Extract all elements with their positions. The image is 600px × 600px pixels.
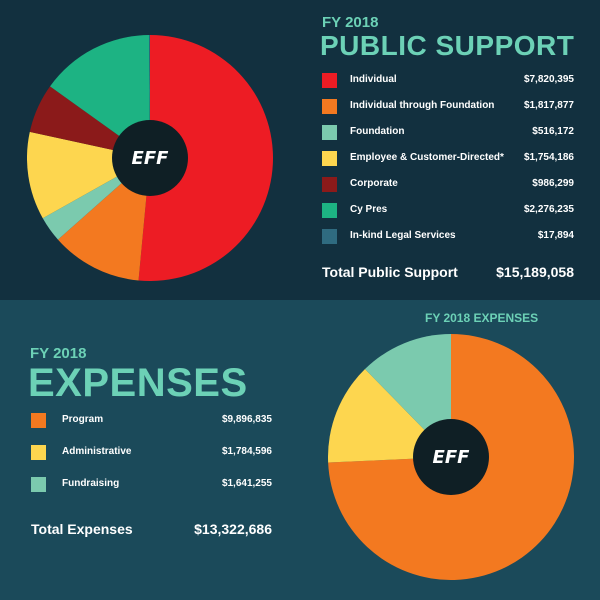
expenses-legend-label: Administrative [62,446,132,457]
support-logo-circle [112,120,188,196]
support-heading: PUBLIC SUPPORT [320,30,575,61]
support-legend-value: $986,299 [532,178,574,189]
support-legend-swatch [322,125,337,140]
support-legend-row: In-kind Legal Services $17,894 [322,229,574,245]
expenses-fy-label: FY 2018 [30,345,87,362]
expenses-legend-value: $9,896,835 [221,414,272,425]
support-legend-value: $516,172 [532,126,574,137]
expenses-legend-value: $1,784,596 [221,446,272,457]
support-fy-label: FY 2018 [322,14,379,31]
support-legend-label: Individual through Foundation [350,100,495,111]
support-slice-cy-pres [50,35,150,158]
support-legend-label: Corporate [350,178,398,189]
expenses-total-label: Total Expenses [31,521,133,537]
expenses-legend-swatch [31,477,46,492]
support-legend-value: $1,754,186 [523,152,574,163]
support-legend-value: $17,894 [537,230,574,241]
support-eff-logo: EFF [132,148,170,169]
expenses-chart-title: FY 2018 EXPENSES [425,311,539,325]
support-legend-row: Individual $7,820,395 [322,73,574,89]
support-legend-value: $1,817,877 [523,100,574,111]
expenses-panel: FY 2018 EXPENSES EFF FY 2018 EXPENSES Pr… [0,300,600,600]
support-legend-swatch [322,73,337,88]
expenses-logo-circle [413,419,489,495]
expenses-legend-swatch [31,413,46,428]
support-legend-row: Foundation $516,172 [322,125,574,141]
support-legend-swatch [322,203,337,218]
support-slice-individual-through-foundation [57,158,150,281]
support-legend-swatch [322,151,337,166]
expenses-total-value: $13,322,686 [194,521,272,537]
expenses-legend-row: Administrative $1,784,596 [31,445,272,461]
support-legend-row: Individual through Foundation $1,817,877 [322,99,574,115]
support-legend-swatch [322,229,337,244]
expenses-legend-label: Fundraising [62,478,120,489]
support-legend-label: Employee & Customer-Directed* [350,152,504,163]
expenses-legend-value: $1,641,255 [221,478,272,489]
expenses-legend-row: Program $9,896,835 [31,413,272,429]
expenses-pie-chart: EFF [328,334,574,580]
support-legend-row: Employee & Customer-Directed* $1,754,186 [322,151,574,167]
support-legend-swatch [322,177,337,192]
expenses-legend-label: Program [62,414,104,425]
public-support-panel: EFF FY 2018 PUBLIC SUPPORT Individual $7,… [0,0,600,300]
support-legend-row: Cy Pres $2,276,235 [322,203,574,219]
support-legend-label: Foundation [350,126,405,137]
public-support-pie-chart: EFF [27,35,273,281]
support-legend-label: In-kind Legal Services [350,230,456,241]
support-slice-individual [138,35,273,281]
support-legend-row: Corporate $986,299 [322,177,574,193]
support-legend-label: Cy Pres [350,204,388,215]
expenses-eff-logo: EFF [433,447,471,468]
support-legend-value: $7,820,395 [523,74,574,85]
support-legend-value: $2,276,235 [523,204,574,215]
expenses-legend-row: Fundraising $1,641,255 [31,477,272,493]
support-legend-label: Individual [350,74,397,85]
support-legend-swatch [322,99,337,114]
support-total-value: $15,189,058 [496,264,574,280]
support-total-label: Total Public Support [322,264,458,280]
expenses-heading: EXPENSES [28,361,248,405]
expenses-legend-swatch [31,445,46,460]
